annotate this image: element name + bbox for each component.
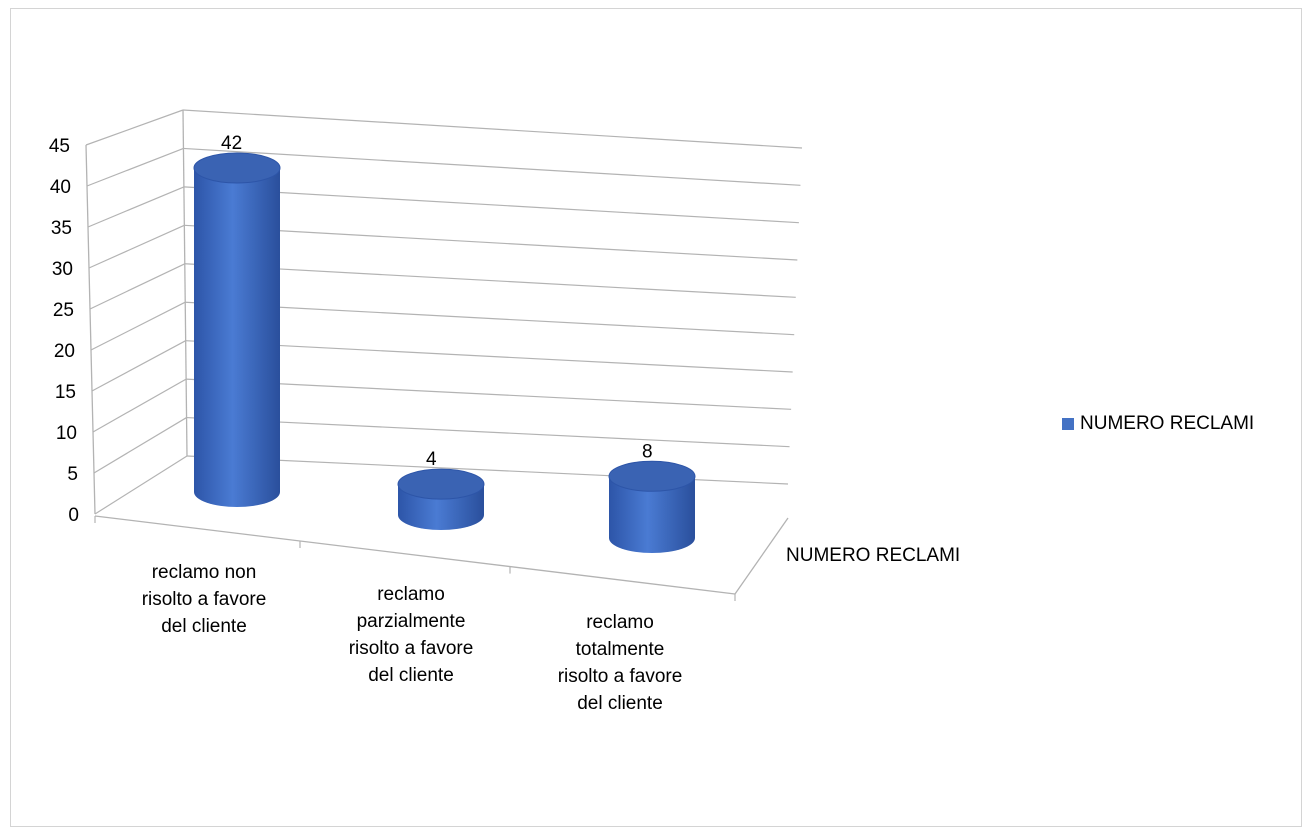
bar bbox=[397, 468, 485, 530]
gridline-side bbox=[85, 109, 184, 146]
x-tick-label: reclamo non risolto a favore del cliente bbox=[142, 562, 267, 637]
legend-swatch bbox=[1062, 418, 1074, 430]
gridline-side bbox=[91, 340, 186, 392]
y-tick-label: 35 bbox=[51, 218, 72, 239]
floor-front-edge bbox=[94, 515, 736, 595]
floor-right-edge bbox=[734, 517, 789, 595]
left-wall-back-edge bbox=[182, 109, 188, 457]
bar-body bbox=[609, 476, 695, 553]
y-tick-label: 30 bbox=[52, 259, 73, 280]
depth-axis-label: NUMERO RECLAMI bbox=[786, 545, 960, 566]
gridline bbox=[186, 416, 790, 448]
y-tick-label: 5 bbox=[67, 464, 78, 485]
legend: NUMERO RECLAMI bbox=[1062, 413, 1254, 435]
data-label: 42 bbox=[221, 133, 242, 154]
gridline-side bbox=[94, 455, 188, 515]
x-tick-label: reclamo parzialmente risolto a favore del c… bbox=[349, 584, 474, 686]
gridline bbox=[183, 147, 801, 186]
gridline bbox=[185, 340, 793, 373]
bar-top bbox=[397, 468, 485, 500]
bar bbox=[193, 152, 281, 507]
y-tick-label: 10 bbox=[56, 423, 77, 444]
bar-top bbox=[193, 152, 281, 184]
gridline-side bbox=[93, 417, 187, 474]
y-tick-label: 0 bbox=[68, 505, 79, 526]
bar-body bbox=[194, 168, 280, 507]
bar bbox=[608, 460, 696, 553]
data-label: 4 bbox=[426, 449, 437, 470]
gridline bbox=[183, 186, 799, 224]
y-tick-label: 45 bbox=[49, 136, 70, 157]
gridline bbox=[182, 109, 803, 149]
data-label: 8 bbox=[642, 441, 653, 462]
gridline bbox=[186, 378, 792, 410]
gridline bbox=[184, 224, 798, 261]
gridline-side bbox=[88, 224, 185, 269]
y-tick-label: 25 bbox=[53, 300, 74, 321]
y-tick-label: 15 bbox=[55, 382, 76, 403]
y-tick-label: 20 bbox=[54, 341, 75, 362]
gridline bbox=[185, 301, 795, 336]
gridline-side bbox=[90, 301, 186, 351]
x-tick-label: reclamo totalmente risolto a favore del cli… bbox=[558, 612, 683, 714]
y-tick-label: 40 bbox=[50, 177, 71, 198]
gridline-side bbox=[87, 186, 185, 228]
gridline-side bbox=[86, 147, 184, 187]
gridline bbox=[184, 263, 796, 298]
gridline-side bbox=[89, 263, 186, 310]
legend-label: NUMERO RECLAMI bbox=[1080, 413, 1255, 434]
gridline-side bbox=[92, 378, 187, 433]
left-wall-front-edge bbox=[85, 144, 96, 515]
bar-top bbox=[608, 460, 696, 492]
